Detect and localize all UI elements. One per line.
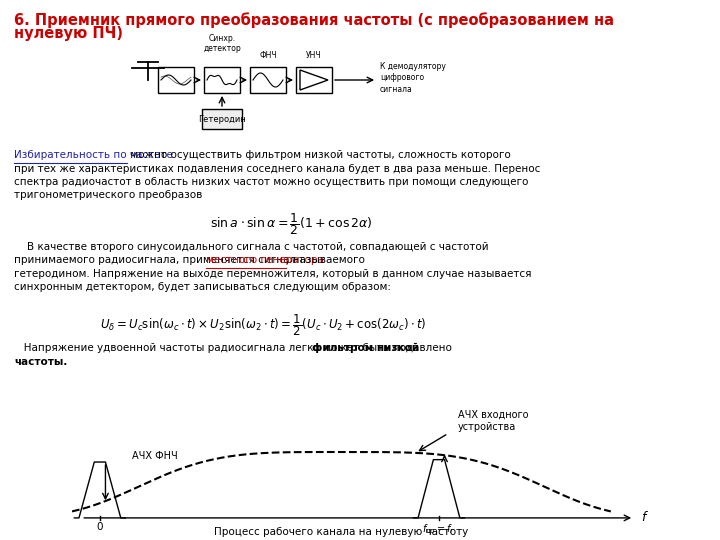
FancyBboxPatch shape: [158, 67, 194, 93]
Text: $\sin a \cdot \sin \alpha = \dfrac{1}{2}(1 + \cos 2\alpha)$: $\sin a \cdot \sin \alpha = \dfrac{1}{2}…: [210, 211, 373, 237]
Text: спектра радиочастот в область низких частот можно осуществить при помощи следующ: спектра радиочастот в область низких час…: [14, 177, 528, 187]
Text: 6. Приемник прямого преобразования частоты (с преобразованием на: 6. Приемник прямого преобразования часто…: [14, 12, 614, 28]
Text: Синхр.
детектор: Синхр. детектор: [203, 33, 241, 53]
Text: В качестве второго синусоидального сигнала с частотой, совпадающей с частотой: В качестве второго синусоидального сигна…: [14, 242, 489, 252]
Text: $f_{пр}= f_г$: $f_{пр}= f_г$: [422, 522, 456, 537]
Text: АЧХ ФНЧ: АЧХ ФНЧ: [132, 450, 178, 461]
Text: принимаемого радиосигнала, применяется сигнал: принимаемого радиосигнала, применяется с…: [14, 255, 300, 265]
Text: 0: 0: [96, 522, 103, 532]
Text: частоты.: частоты.: [14, 356, 68, 367]
Text: синхронным детектором, будет записываться следующим образом:: синхронным детектором, будет записыватьс…: [14, 282, 391, 292]
Text: местного генератора: местного генератора: [206, 255, 324, 265]
Text: К демодулятору
цифрового
сигнала: К демодулятору цифрового сигнала: [380, 63, 446, 93]
Text: при тех же характеристиках подавления соседнего канала будет в два раза меньше. : при тех же характеристиках подавления со…: [14, 164, 541, 173]
Text: Процесс рабочего канала на нулевую частоту: Процесс рабочего канала на нулевую часто…: [215, 527, 469, 537]
Text: фильтром низкой: фильтром низкой: [312, 343, 419, 353]
FancyBboxPatch shape: [296, 67, 332, 93]
Text: тригонометрического преобразов: тригонометрического преобразов: [14, 191, 202, 200]
Text: $U_\delta = U_c \sin(\omega_c \cdot t) \times U_2 \sin(\omega_2 \cdot t) = \dfra: $U_\delta = U_c \sin(\omega_c \cdot t) \…: [100, 312, 426, 338]
Text: ФНЧ: ФНЧ: [259, 51, 276, 60]
FancyBboxPatch shape: [250, 67, 286, 93]
Text: гетеродином. Напряжение на выходе перемножителя, который в данном случае называе: гетеродином. Напряжение на выходе перемн…: [14, 269, 531, 279]
Text: , называемого: , называемого: [286, 255, 364, 265]
Text: нулевую ПЧ): нулевую ПЧ): [14, 26, 123, 41]
Text: f: f: [642, 511, 646, 524]
Text: АЧХ входного
устройства: АЧХ входного устройства: [457, 409, 528, 432]
FancyBboxPatch shape: [204, 67, 240, 93]
Text: Напряжение удвоенной частоты радиосигнала легко может быть подавлено: Напряжение удвоенной частоты радиосигнал…: [14, 343, 455, 353]
Text: УНЧ: УНЧ: [306, 51, 322, 60]
Text: можно осуществить фильтром низкой частоты, сложность которого: можно осуществить фильтром низкой частот…: [127, 150, 511, 160]
Text: Избирательность по частоте: Избирательность по частоте: [14, 150, 173, 160]
Text: Гетеродин: Гетеродин: [198, 114, 246, 124]
FancyBboxPatch shape: [202, 109, 242, 129]
